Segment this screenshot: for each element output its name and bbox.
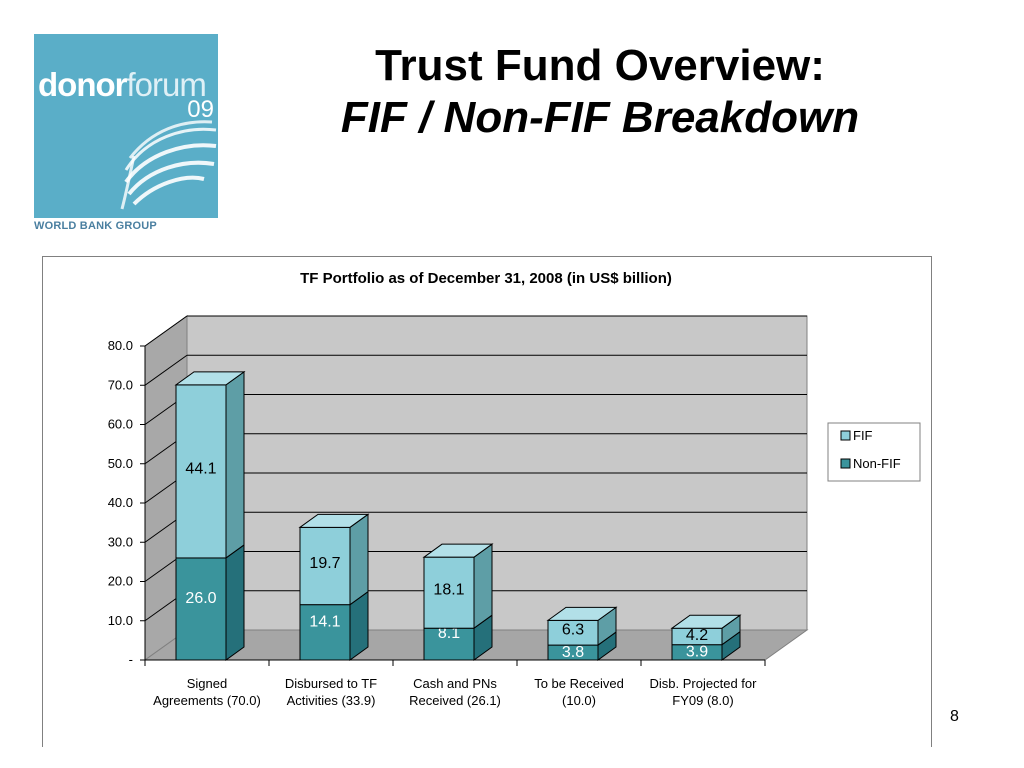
legend-swatch-non-fif — [840, 458, 851, 469]
bar-top — [670, 614, 742, 629]
bar-side-fif — [473, 543, 493, 630]
bar-segment-non-fif — [175, 557, 227, 661]
data-label: 3.8 — [562, 644, 584, 661]
bar-segment-fif — [547, 619, 599, 646]
gridline-side — [144, 315, 188, 347]
bar-top — [546, 606, 618, 621]
category-label: Received (26.1) — [409, 693, 501, 708]
y-tick-label: 30.0 — [108, 534, 133, 549]
legend-label: Non-FIF — [853, 456, 901, 471]
bar-top — [174, 371, 246, 386]
bar-top — [422, 543, 494, 558]
category-label: Cash and PNs — [413, 676, 497, 691]
y-tick-label: 50.0 — [108, 456, 133, 471]
bar-segment-non-fif — [299, 604, 351, 661]
bar-side-non-fif — [225, 543, 245, 661]
logo-wing-graphic — [120, 120, 217, 210]
data-label: 18.1 — [433, 582, 464, 599]
chart-title: TF Portfolio as of December 31, 2008 (in… — [300, 270, 672, 287]
category-label: To be Received — [534, 676, 624, 691]
y-tick-label: 80.0 — [108, 338, 133, 353]
y-tick-label: 60.0 — [108, 417, 133, 432]
category-label: FY09 (8.0) — [672, 693, 733, 708]
legend-label: FIF — [853, 428, 873, 443]
y-tick-label: 40.0 — [108, 495, 133, 510]
bar-segment-fif — [175, 384, 227, 559]
bar-segment-non-fif — [423, 627, 475, 661]
data-label: 44.1 — [185, 460, 216, 477]
category-label: Disbursed to TF — [285, 676, 377, 691]
data-label: 26.0 — [185, 590, 216, 607]
gridline-side — [144, 354, 188, 386]
bar-side-fif — [349, 513, 369, 606]
slide-title-line2: FIF / Non-FIF Breakdown — [340, 93, 860, 142]
slide-title: Trust Fund Overview: FIF / Non-FIF Break… — [240, 40, 960, 144]
category-label: Signed — [187, 676, 227, 691]
y-tick-label: 20.0 — [108, 574, 133, 589]
logo-wordmark: donorforum — [38, 66, 207, 103]
category-label: (10.0) — [562, 693, 596, 708]
data-label: 14.1 — [309, 613, 340, 630]
category-label: Activities (33.9) — [287, 693, 376, 708]
legend-swatch-fif — [840, 430, 851, 441]
slide-title-line1: Trust Fund Overview: — [375, 41, 825, 90]
data-label: 8.1 — [438, 625, 460, 642]
chart-frame — [42, 256, 932, 747]
donorforum-logo: donorforum 09 — [34, 34, 218, 218]
data-label: 4.2 — [686, 627, 708, 644]
bar-segment-fif — [299, 526, 351, 606]
slide-number: 8 — [950, 708, 959, 725]
bar-side-fif — [225, 370, 245, 559]
bar-top — [298, 513, 370, 528]
y-tick-label: 10.0 — [108, 613, 133, 628]
category-label: Agreements (70.0) — [153, 693, 261, 708]
logo-caption: WORLD BANK GROUP — [34, 220, 157, 232]
data-label: 3.9 — [686, 644, 708, 661]
data-label: 19.7 — [309, 555, 340, 572]
data-label: 6.3 — [562, 622, 584, 639]
category-label: Disb. Projected for — [650, 676, 758, 691]
logo-year: 09 — [187, 96, 214, 123]
y-tick-label: - — [129, 652, 133, 667]
y-tick-label: 70.0 — [108, 377, 133, 392]
